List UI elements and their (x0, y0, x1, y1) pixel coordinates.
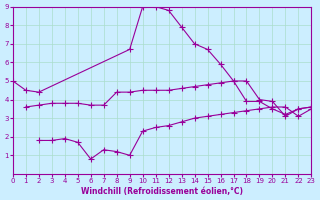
X-axis label: Windchill (Refroidissement éolien,°C): Windchill (Refroidissement éolien,°C) (81, 187, 243, 196)
